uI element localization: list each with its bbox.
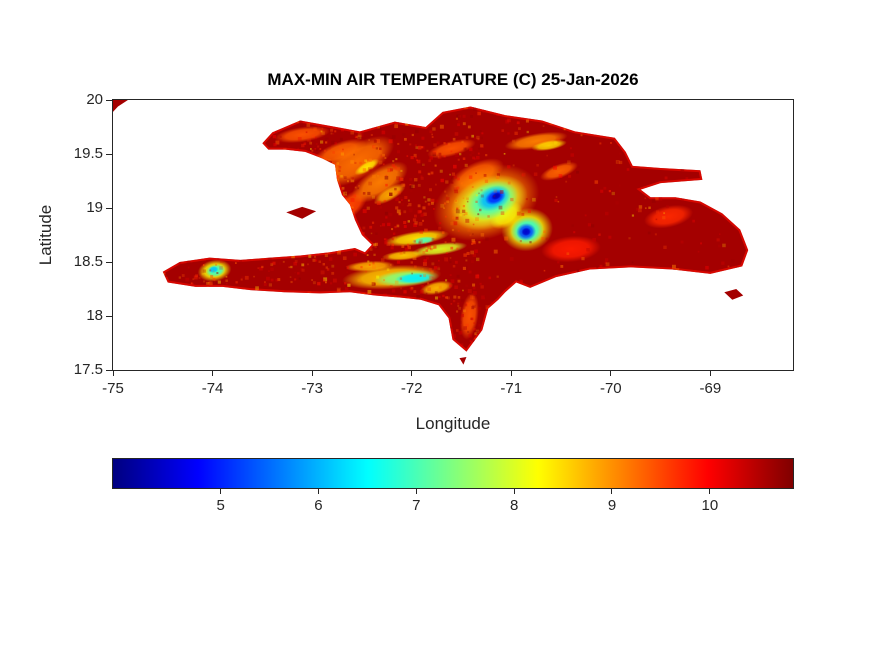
colorbar-tick-label: 8	[509, 497, 519, 514]
colorbar-tick-mark	[317, 489, 319, 494]
y-tick-mark	[106, 99, 112, 101]
y-tick-label: 19	[86, 199, 103, 216]
x-tick-label: -69	[699, 380, 722, 397]
y-tick-label: 17.5	[73, 361, 103, 378]
x-tick-label: -71	[500, 380, 523, 397]
colorbar-tick-mark	[513, 489, 515, 494]
chart-title: MAX-MIN AIR TEMPERATURE (C) 25-Jan-2026	[267, 70, 639, 89]
y-tick-mark	[106, 315, 112, 317]
x-tick-mark	[212, 370, 214, 376]
x-tick-mark	[112, 370, 114, 376]
y-tick-label: 19.5	[73, 145, 103, 162]
colorbar-tick-label: 6	[314, 497, 323, 514]
x-axis-label: Longitude	[415, 414, 491, 433]
colorbar-tick-mark	[415, 489, 417, 494]
colorbar-tick-mark	[220, 489, 222, 494]
x-tick-mark	[411, 370, 413, 376]
y-tick-label: 18	[86, 307, 103, 324]
colorbar-tick-label: 5	[216, 497, 225, 514]
plot-area	[112, 99, 794, 371]
x-tick-label: -75	[102, 380, 124, 397]
colorbar-tick-label: 7	[412, 497, 421, 514]
x-tick-mark	[610, 370, 612, 376]
colorbar-tick-label: 9	[607, 497, 617, 514]
x-tick-label: -74	[201, 380, 224, 397]
x-tick-mark	[709, 370, 711, 376]
y-tick-mark	[106, 369, 112, 371]
colorbar-tick-mark	[611, 489, 613, 494]
x-tick-label: -72	[400, 380, 423, 397]
y-tick-mark	[106, 207, 112, 209]
x-tick-mark	[311, 370, 313, 376]
colorbar-gradient	[112, 458, 794, 489]
colorbar-tick-mark	[709, 489, 711, 494]
map-canvas	[113, 100, 793, 370]
x-tick-label: -70	[599, 380, 622, 397]
colorbar-tick-label: 10	[701, 497, 719, 514]
x-tick-label: -73	[301, 380, 323, 397]
y-tick-label: 18.5	[73, 253, 103, 270]
x-tick-mark	[510, 370, 512, 376]
y-tick-mark	[106, 261, 112, 263]
y-tick-label: 20	[86, 91, 103, 108]
y-tick-mark	[106, 153, 112, 155]
